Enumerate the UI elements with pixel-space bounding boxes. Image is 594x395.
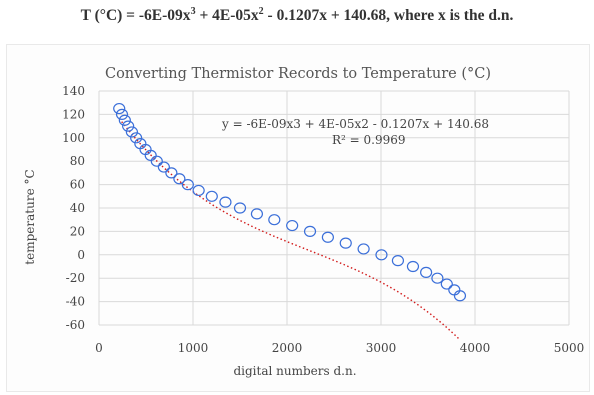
chart-title: Converting Thermistor Records to Tempera…	[105, 66, 491, 82]
formula-text-prefix: T (°C) = -6E-09x	[80, 7, 191, 25]
data-point	[219, 196, 232, 208]
data-point	[420, 266, 433, 278]
y-tick-label: 0	[77, 248, 85, 262]
y-tick-label: 140	[62, 84, 85, 98]
data-point	[113, 102, 126, 115]
formula-exponent-2: 2	[258, 6, 264, 17]
data-point	[448, 284, 461, 296]
data-point	[391, 255, 405, 267]
data-point	[431, 272, 444, 284]
chart-frame: Converting Thermistor Records to Tempera…	[6, 44, 590, 392]
formula-text-middle: + 4E-05x	[195, 7, 259, 25]
x-axis-label: digital numbers d.n.	[233, 364, 356, 378]
data-point	[192, 184, 205, 197]
data-point	[406, 260, 420, 273]
data-points	[113, 102, 467, 302]
data-point	[150, 155, 163, 167]
y-tick-label: -60	[66, 318, 85, 332]
y-tick-labels: -60 -40 -20 0 20 40 60 80 100 120 140	[62, 84, 85, 332]
scatter-chart: Converting Thermistor Records to Tempera…	[23, 66, 584, 378]
data-point	[250, 208, 264, 220]
gridlines	[98, 90, 570, 326]
data-point	[144, 149, 157, 161]
y-axis-label: temperature °C	[23, 169, 37, 264]
y-tick-label: 80	[70, 154, 85, 168]
y-tick-label: 120	[62, 107, 85, 121]
formula-text-suffix: - 0.1207x + 140.68, where x is the d.n.	[263, 7, 514, 25]
x-tick-label: 2000	[272, 341, 303, 355]
trendline-curve	[118, 118, 461, 341]
data-point	[303, 225, 317, 237]
data-point	[173, 173, 186, 185]
data-point	[375, 249, 388, 261]
trendline-equation: y = -6E-09x3 + 4E-05x2 - 0.1207x + 140.6…	[221, 117, 489, 131]
x-tick-label: 5000	[554, 341, 585, 355]
data-point	[233, 202, 247, 214]
data-point	[122, 120, 135, 132]
data-point	[268, 214, 281, 226]
data-point	[125, 126, 139, 138]
y-tick-label: 20	[70, 224, 85, 238]
r-squared-label: R² = 0.9969	[332, 133, 406, 147]
y-tick-label: -20	[66, 271, 85, 285]
x-tick-labels: 0 1000 2000 3000 4000 5000	[95, 341, 584, 355]
formula-exponent-3: 3	[190, 6, 196, 17]
data-point	[205, 190, 218, 202]
y-tick-label: 60	[70, 178, 85, 192]
data-point	[165, 167, 178, 179]
x-tick-label: 0	[95, 341, 103, 355]
data-point	[357, 243, 370, 255]
x-tick-label: 3000	[366, 341, 397, 355]
x-tick-label: 1000	[178, 341, 209, 355]
trendline	[118, 118, 461, 341]
formula-header: T (°C) = -6E-09x3 + 4E-05x2 - 0.1207x + …	[0, 6, 594, 25]
data-point	[286, 219, 299, 232]
data-point	[115, 108, 129, 121]
data-point	[118, 114, 131, 126]
data-point	[453, 290, 467, 302]
data-point	[321, 231, 334, 243]
y-tick-label: 100	[62, 131, 85, 145]
y-tick-label: -40	[66, 295, 85, 309]
data-point	[339, 237, 352, 249]
data-point	[130, 132, 143, 144]
data-point	[181, 179, 194, 191]
data-point	[440, 278, 453, 290]
x-tick-label: 4000	[460, 341, 491, 355]
y-tick-label: 40	[70, 201, 85, 215]
data-point	[157, 161, 170, 173]
